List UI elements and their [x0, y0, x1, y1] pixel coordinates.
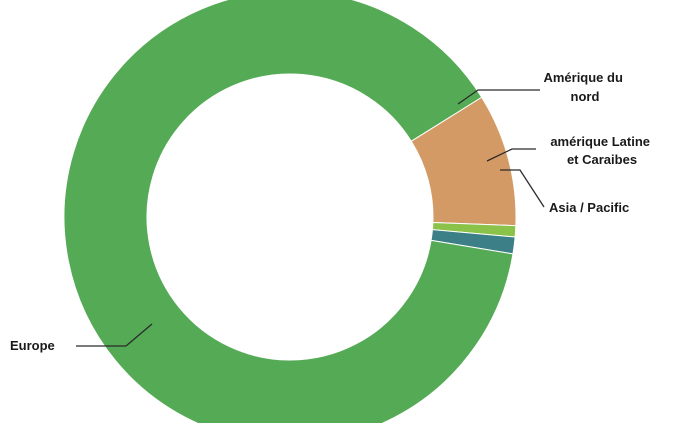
- label-asia-pacific: Asia / Pacific: [549, 200, 629, 215]
- leader-line-amerique-latine: [486, 148, 536, 162]
- donut-slices: [63, 0, 517, 423]
- label-europe: Europe: [10, 338, 55, 353]
- label-amerique-du-nord: Amérique du nord: [543, 70, 626, 104]
- leader-line-asia-pacific: [500, 169, 545, 208]
- slice-europe: [63, 0, 514, 423]
- leader-line-amerique-du-nord: [457, 89, 540, 105]
- label-amerique-latine: amérique Latine et Caraibes: [550, 134, 653, 167]
- leader-line-europe: [76, 323, 153, 347]
